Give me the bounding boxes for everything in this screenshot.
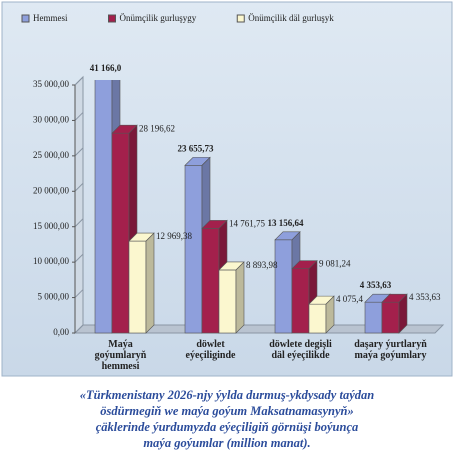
grid-line: [74, 147, 84, 157]
bar: [308, 295, 335, 334]
y-tick-label: 5 000,00: [38, 292, 70, 302]
y-tick-label: 20 000,00: [33, 185, 70, 195]
grid-line: [74, 76, 84, 86]
y-tick-label: 35 000,00: [33, 79, 70, 89]
bar-front: [274, 239, 293, 334]
bar-side: [398, 293, 408, 334]
bar: [381, 293, 408, 334]
value-label: 23 655,73: [178, 143, 215, 153]
caption-line: «Türkmenistany 2026-njy ýylda durmuş-ykd…: [80, 388, 374, 402]
y-tick-label: 30 000,00: [33, 114, 70, 124]
bar-side: [325, 295, 335, 334]
bar-front: [364, 301, 383, 334]
value-label: 12 969,38: [156, 231, 193, 241]
bar: [128, 232, 155, 334]
x-tick-label: döwlete degişli däl eýeçilikde: [269, 339, 332, 361]
value-label: 4 075,4: [336, 294, 364, 304]
value-label: 8 893,98: [246, 260, 278, 270]
y-tick-label: 10 000,00: [33, 256, 70, 266]
grid-line: [74, 289, 84, 298]
bar-front: [291, 268, 310, 334]
legend-label: Önümçilik gurluşygy: [120, 13, 197, 23]
caption-line: maýa goýumlar (million manat).: [143, 436, 310, 450]
grid-line: [74, 182, 84, 192]
bar: [218, 261, 245, 334]
grid-line: [74, 324, 84, 334]
value-label: 9 081,24: [319, 259, 351, 269]
legend-swatch: [108, 14, 116, 23]
bar-side: [235, 261, 245, 334]
bar-front: [201, 228, 220, 334]
bar-side: [145, 232, 155, 334]
value-label: 28 196,62: [139, 123, 175, 133]
value-label: 4 353,63: [360, 280, 392, 290]
legend-swatch: [236, 14, 245, 23]
bar-front: [111, 132, 130, 334]
bar-front: [94, 80, 113, 334]
caption-line: çäklerinde ýurdumyzda eýeçiligiň görnüşi…: [96, 420, 359, 434]
grid-line: [74, 218, 84, 228]
plot: [94, 80, 408, 334]
value-label: 14 761,75: [229, 218, 266, 228]
side-wall: [74, 75, 84, 335]
x-tick-label: daşary ýurtlaryň maýa goýumlary: [354, 339, 427, 361]
bar-front: [308, 303, 327, 334]
x-tick-label: Maýa goýumlaryň hemmesi: [95, 339, 147, 372]
y-tick-label: 25 000,00: [33, 150, 70, 160]
grid-line: [74, 253, 84, 263]
legend-label: Hemmesi: [33, 13, 68, 23]
y-tick-label: 15 000,00: [33, 221, 70, 231]
bar-front: [184, 165, 203, 334]
legend-label: Önümçilik däl gurluşyk: [248, 13, 334, 23]
grid-line: [74, 112, 84, 121]
y-tick-label: 0,00: [53, 327, 69, 337]
value-label: 41 166,0: [90, 63, 122, 73]
value-label: 4 353,63: [409, 292, 441, 302]
bar-front: [128, 240, 147, 334]
x-tick-label: döwlet eýeçiliginde: [186, 339, 237, 361]
caption-line: ösdürmegiň we maýa goýum Maksatnamasynyň…: [100, 404, 354, 418]
bar-front: [381, 301, 400, 334]
legend-swatch: [21, 14, 30, 23]
bar-front: [218, 269, 237, 334]
value-label: 13 156,64: [268, 218, 305, 228]
